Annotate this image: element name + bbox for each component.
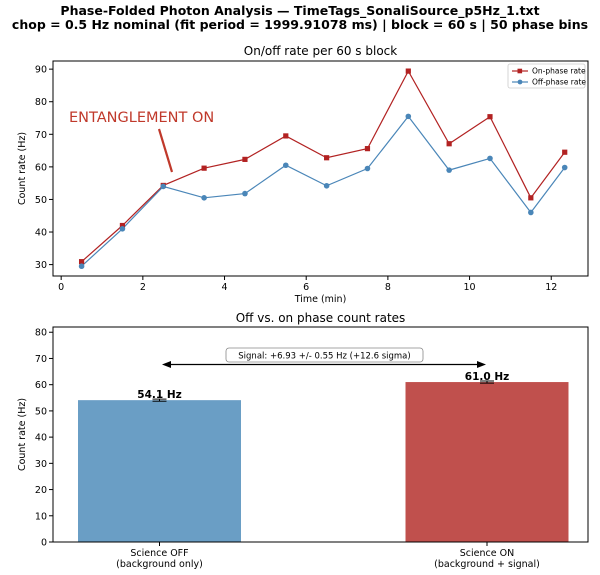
bar-value-label: 61.0 Hz xyxy=(465,371,509,383)
off-phase-point xyxy=(119,225,126,232)
x-tick-label: 6 xyxy=(303,282,309,293)
x-tick-label: 8 xyxy=(385,282,391,293)
annotation-arrow xyxy=(157,128,174,173)
legend-label: Off-phase rate xyxy=(532,78,586,87)
y-tick-label: 30 xyxy=(35,260,47,271)
legend: On-phase rate Off-phase rate xyxy=(507,63,586,89)
on-phase-point xyxy=(283,133,289,139)
off-phase-point xyxy=(446,167,452,173)
y-tick-label: 70 xyxy=(35,354,47,365)
off-phase-point xyxy=(528,209,534,216)
on-phase-point xyxy=(78,259,85,265)
x-tick-label: Science OFF (background only) xyxy=(116,548,203,570)
chart-title: Off vs. on phase count rates xyxy=(236,311,406,325)
y-tick-label: 30 xyxy=(35,459,47,470)
line-chart: On/off rate per 60 s block 0 2 4 6 8 10 12 30 40 5… xyxy=(17,44,589,305)
off-phase-point xyxy=(201,195,207,201)
y-tick-label: 50 xyxy=(35,195,47,206)
chart-title: On/off rate per 60 s block xyxy=(244,44,397,58)
off-phase-point xyxy=(323,182,330,189)
series-line-on-phase xyxy=(81,69,566,263)
on-phase-point xyxy=(119,222,126,229)
bar-science-off xyxy=(78,400,241,542)
on-phase-point xyxy=(324,155,330,161)
y-axis-label: Count rate (Hz) xyxy=(17,398,28,471)
signal-annotation: Signal: +6.93 +/- 0.55 Hz (+12.6 sigma) xyxy=(238,352,410,362)
y-tick-label: 60 xyxy=(35,380,47,391)
y-tick-label: 60 xyxy=(35,162,47,173)
y-axis-label: Count rate (Hz) xyxy=(17,132,28,205)
y-tick-label: 40 xyxy=(35,228,47,239)
off-phase-point xyxy=(561,164,568,171)
bar-chart: Off vs. on phase count rates 54.1 Hz 61.0 … xyxy=(17,311,589,570)
x-tick-label: 10 xyxy=(464,282,476,293)
series-line-off-phase xyxy=(81,115,566,267)
on-phase-point xyxy=(405,68,411,74)
y-tick-label: 0 xyxy=(41,538,47,549)
off-phase-point xyxy=(242,190,248,197)
off-phase-point xyxy=(160,183,167,190)
arrow-head-right xyxy=(477,361,486,368)
x-tick-label: 2 xyxy=(140,282,146,293)
y-tick-label: 40 xyxy=(35,433,47,444)
plot-area-frame xyxy=(52,326,589,543)
legend-label: On-phase rate xyxy=(532,67,586,76)
y-tick-label: 80 xyxy=(35,328,47,339)
y-tick-label: 20 xyxy=(35,485,47,496)
y-tick-label: 70 xyxy=(35,130,47,141)
figure-title: Phase-Folded Photon Analysis — TimeTags_… xyxy=(60,3,539,19)
annotation-box xyxy=(225,347,424,363)
off-phase-point xyxy=(364,165,371,172)
figure-subtitle: chop = 0.5 Hz nominal (fit period = 1999… xyxy=(12,17,588,32)
bar-science-on xyxy=(405,382,569,542)
off-phase-point xyxy=(282,162,289,169)
on-phase-point xyxy=(487,114,493,120)
legend-marker-circle xyxy=(517,79,523,85)
on-phase-point xyxy=(242,156,248,162)
x-tick-label: Science ON (background + signal) xyxy=(434,548,540,570)
annotation-text: ENTANGLEMENT ON xyxy=(69,110,214,126)
legend-marker-square xyxy=(517,68,523,74)
plot-area-frame xyxy=(52,60,589,277)
off-phase-point xyxy=(405,113,412,120)
on-phase-point xyxy=(528,195,534,201)
off-phase-point xyxy=(487,155,493,162)
x-axis-label: Time (min) xyxy=(294,294,347,305)
x-tick-label: 4 xyxy=(222,282,228,293)
y-tick-label: 50 xyxy=(35,406,47,417)
on-phase-point xyxy=(562,149,568,155)
off-phase-point xyxy=(78,263,85,270)
y-tick-label: 90 xyxy=(35,65,47,76)
bar-value-label: 54.1 Hz xyxy=(137,389,181,401)
arrow-head-left xyxy=(162,361,171,368)
on-phase-point xyxy=(201,165,207,171)
x-tick-label: 0 xyxy=(58,282,64,293)
on-phase-point xyxy=(364,146,371,152)
on-phase-point xyxy=(446,141,452,147)
y-tick-label: 80 xyxy=(35,97,47,108)
x-tick-label: 12 xyxy=(545,282,557,293)
y-tick-label: 10 xyxy=(35,511,47,522)
